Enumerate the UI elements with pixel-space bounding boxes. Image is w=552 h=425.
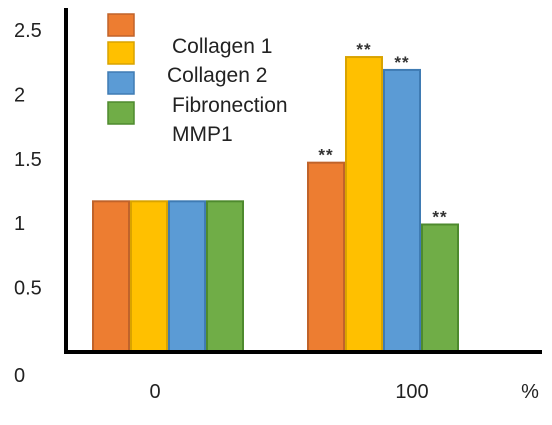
significance-annotation: ** <box>356 40 371 59</box>
legend-swatch <box>107 13 135 37</box>
legend-swatch <box>107 71 135 95</box>
annotations-group: ** ** ** ** <box>318 40 447 226</box>
y-tick-label: 2 <box>14 84 25 106</box>
legend-label: MMP1 <box>172 123 233 146</box>
legend-label: Collagen 2 <box>167 64 267 87</box>
bar <box>307 161 345 353</box>
x-tick-label: 100 <box>395 381 428 403</box>
significance-annotation: ** <box>432 207 447 226</box>
bar <box>206 200 244 353</box>
bar <box>92 200 130 353</box>
y-tick-label: 0 <box>14 365 25 387</box>
significance-annotation: ** <box>394 53 409 72</box>
legend-label: Collagen 1 <box>172 35 272 58</box>
y-tick-label: 2.5 <box>14 20 42 42</box>
y-tick-label: 1 <box>14 213 25 235</box>
y-tick-label: 0.5 <box>14 278 42 300</box>
x-unit-label: % <box>521 381 539 403</box>
bar <box>383 68 421 353</box>
x-tick-label: 0 <box>149 381 160 403</box>
legend-swatch <box>107 101 135 125</box>
legend-label: Fibronection <box>172 94 288 117</box>
bars-group <box>92 56 459 354</box>
legend-swatch <box>107 41 135 65</box>
legend: Collagen 1 Collagen 2 Fibronection MMP1 <box>107 13 288 146</box>
significance-annotation: ** <box>318 146 333 165</box>
bar <box>421 223 459 354</box>
bar <box>345 56 383 353</box>
bar <box>130 200 168 353</box>
y-tick-labels: 0 0.5 1 1.5 2 2.5 <box>14 20 42 387</box>
y-tick-label: 1.5 <box>14 149 42 171</box>
bar <box>168 200 206 353</box>
x-tick-labels: 0 100 <box>149 381 428 403</box>
